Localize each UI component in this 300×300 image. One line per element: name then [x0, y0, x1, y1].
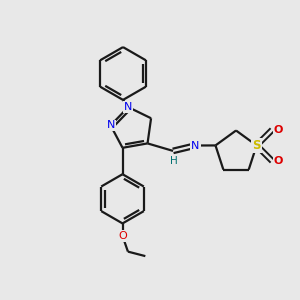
Text: N: N: [191, 140, 200, 151]
Text: N: N: [124, 102, 132, 112]
Text: H: H: [170, 155, 178, 166]
Text: S: S: [252, 139, 261, 152]
Text: O: O: [274, 125, 283, 135]
Text: O: O: [118, 231, 127, 241]
Text: O: O: [274, 156, 283, 166]
Text: N: N: [106, 120, 115, 130]
